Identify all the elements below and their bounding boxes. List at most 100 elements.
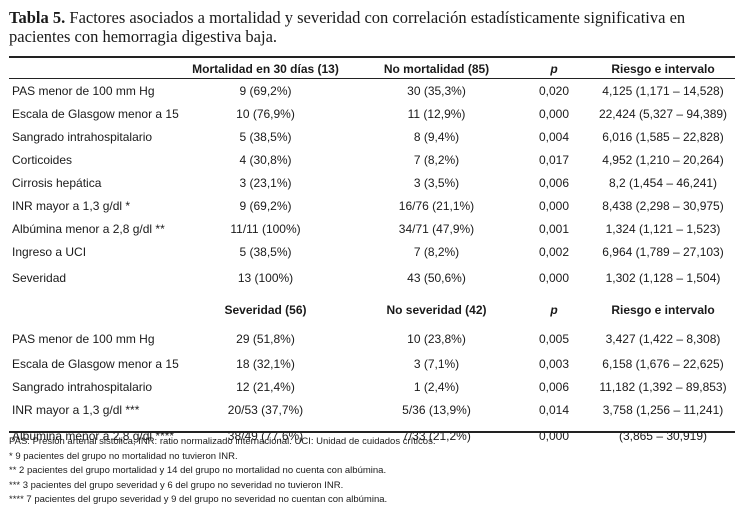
table-cell: 7 (8,2%) (413, 244, 460, 259)
table-cell: 7/33 (21,2%) (402, 429, 471, 443)
table-cell: 34/71 (47,9%) (398, 221, 475, 236)
table-cell: 4 (30,8%) (239, 152, 292, 167)
table-cell: Sangrado intrahospitalario (12, 129, 153, 144)
table-cell: INR mayor a 1,3 g/dl *** (12, 402, 140, 417)
table-cell: 8 (9,4%) (413, 129, 460, 144)
table-cell: 29 (51,8%) (236, 331, 295, 346)
table-row: PAS menor de 100 mm Hg 29 (51,8%) 10 (23… (9, 325, 738, 352)
table-cell: 3 (3,5%) (413, 175, 460, 190)
table-row: Albúmina menor a 2,8 g/dl **** 38/49 (77… (9, 421, 738, 451)
header-cell (9, 58, 178, 79)
table-cell: 4,952 (1,210 – 20,264) (602, 152, 724, 167)
header-cell: No mortalidad (85) (383, 61, 490, 76)
caption-label: Tabla 5. (9, 8, 66, 27)
footnote: ** 2 pacientes del grupo mortalidad y 14… (9, 465, 387, 476)
footnote: PAS: Presión arterial sistólica, INR: ra… (9, 436, 436, 447)
header-cell: Mortalidad en 30 días (13) (192, 61, 339, 76)
table-row: Escala de Glasgow menor a 15 18 (32,1%) … (9, 352, 738, 375)
table-cell: Sangrado intrahospitalario (12, 379, 153, 394)
table-cell: 1,302 (1,128 – 1,504) (605, 270, 721, 285)
table-row: Corticoides 4 (30,8%) 7 (8,2%) 0,017 4,9… (9, 148, 738, 171)
header-cell: p (550, 303, 558, 317)
header-cell: No severidad (42) (386, 303, 487, 317)
table-cell: Albúmina menor a 2,8 g/dl **** (12, 429, 175, 443)
footnote: * 9 pacientes del grupo no mortalidad no… (9, 450, 238, 462)
table-cell: 18 (32,1%) (236, 356, 295, 371)
table-cell: 5/36 (13,9%) (402, 402, 471, 417)
table-cell: Escala de Glasgow menor a 15 (12, 356, 179, 371)
table-cell: Severidad (12, 270, 67, 285)
table-row: INR mayor a 1,3 g/dl * 9 (69,2%) 16/76 (… (9, 194, 738, 217)
table-cell: (3,865 – 30,919) (618, 429, 708, 443)
table-cell: 16/76 (21,1%) (398, 198, 475, 213)
table-cell: 3,758 (1,256 – 11,241) (602, 402, 724, 417)
table-row: PAS menor de 100 mm Hg 9 (69,2%) 30 (35,… (9, 79, 738, 102)
footnote: **** 7 pacientes del grupo severidad y 9… (9, 494, 388, 505)
table-cell: 0,000 (538, 429, 570, 443)
table-cell: 22,424 (5,327 – 94,389) (598, 106, 728, 121)
table-cell: 5 (38,5%) (239, 129, 292, 144)
table-cell: Escala de Glasgow menor a 15 (12, 106, 179, 121)
table-cell: 0,005 (538, 331, 570, 346)
table-cell: 43 (50,6%) (407, 270, 466, 285)
severity-header-row: Severidad (56) No severidad (42) p Riesg… (9, 292, 738, 325)
table-cell: Corticoides (12, 152, 73, 167)
table-cell: 20/53 (37,7%) (227, 402, 304, 417)
table-cell: 11/11 (100%) (230, 221, 301, 236)
table-cell: 9 (69,2%) (239, 83, 292, 98)
header-rule (9, 78, 735, 79)
table-cell: PAS menor de 100 mm Hg (12, 331, 155, 346)
table-cell: 6,964 (1,789 – 27,103) (602, 244, 724, 259)
header-cell: Riesgo e intervalo (611, 303, 715, 317)
table-cell: 0,002 (538, 244, 570, 259)
table-cell: PAS menor de 100 mm Hg (12, 83, 155, 98)
table-cell: 0,006 (538, 175, 570, 190)
table-cell: 11,182 (1,392 – 89,853) (599, 379, 727, 394)
table-cell: Ingreso a UCI (12, 244, 87, 259)
table-row: Ingreso a UCI 5 (38,5%) 7 (8,2%) 0,002 6… (9, 240, 738, 263)
table-cell: 11 (12,9%) (407, 106, 466, 121)
table-cell: 0,000 (538, 270, 570, 285)
table-cell: 6,016 (1,585 – 22,828) (602, 129, 724, 144)
table-caption: Tabla 5. Factores asociados a mortalidad… (9, 8, 735, 46)
table-cell: 10 (23,8%) (407, 331, 466, 346)
table-cell: 0,004 (538, 129, 570, 144)
results-table: Mortalidad en 30 días (13) No mortalidad… (9, 58, 738, 451)
table-row: Albúmina menor a 2,8 g/dl ** 11/11 (100%… (9, 217, 738, 240)
table-cell: 9 (69,2%) (239, 198, 292, 213)
table-cell: 6,158 (1,676 – 22,625) (602, 356, 724, 371)
table-row: Escala de Glasgow menor a 15 10 (76,9%) … (9, 102, 738, 125)
table-cell: 10 (76,9%) (236, 106, 295, 121)
table-cell: 3 (23,1%) (239, 175, 292, 190)
table-cell: 12 (21,4%) (236, 379, 295, 394)
table-cell: 5 (38,5%) (239, 244, 292, 259)
table-cell: 0,000 (538, 198, 570, 213)
table-cell: 30 (35,3%) (407, 83, 466, 98)
table-cell: 0,003 (538, 356, 570, 371)
mortality-header-row: Mortalidad en 30 días (13) No mortalidad… (9, 58, 738, 79)
table-row: Sangrado intrahospitalario 5 (38,5%) 8 (… (9, 125, 738, 148)
table-cell: 1 (2,4%) (413, 379, 460, 394)
table-cell: 0,000 (538, 106, 570, 121)
table-row: Cirrosis hepática 3 (23,1%) 3 (3,5%) 0,0… (9, 171, 738, 194)
table-cell: INR mayor a 1,3 g/dl * (12, 198, 131, 213)
footnote: *** 3 pacientes del grupo severidad y 6 … (9, 479, 344, 491)
table-cell: 0,017 (538, 152, 570, 167)
table-cell: 8,2 (1,454 – 46,241) (608, 175, 718, 190)
bottom-rule (9, 431, 735, 433)
table-cell: 7 (8,2%) (413, 152, 460, 167)
table-row: INR mayor a 1,3 g/dl *** 20/53 (37,7%) 5… (9, 398, 738, 421)
table-cell: 1,324 (1,121 – 1,523) (605, 221, 721, 236)
table-cell: 3 (7,1%) (413, 356, 460, 371)
table-cell: 38/49 (77,6%) (227, 429, 304, 443)
table-row: Severidad 13 (100%) 43 (50,6%) 0,000 1,3… (9, 263, 738, 292)
header-cell (9, 292, 178, 325)
top-rule (9, 56, 735, 58)
table-cell: Albúmina menor a 2,8 g/dl ** (12, 221, 165, 236)
table-cell: 3,427 (1,422 – 8,308) (605, 331, 721, 346)
table-cell: 8,438 (2,298 – 30,975) (602, 198, 724, 213)
header-cell: p (550, 61, 558, 76)
table-row: Sangrado intrahospitalario 12 (21,4%) 1 … (9, 375, 738, 398)
caption-text: Factores asociados a mortalidad y severi… (9, 8, 686, 46)
table-cell: Cirrosis hepática (12, 175, 102, 190)
